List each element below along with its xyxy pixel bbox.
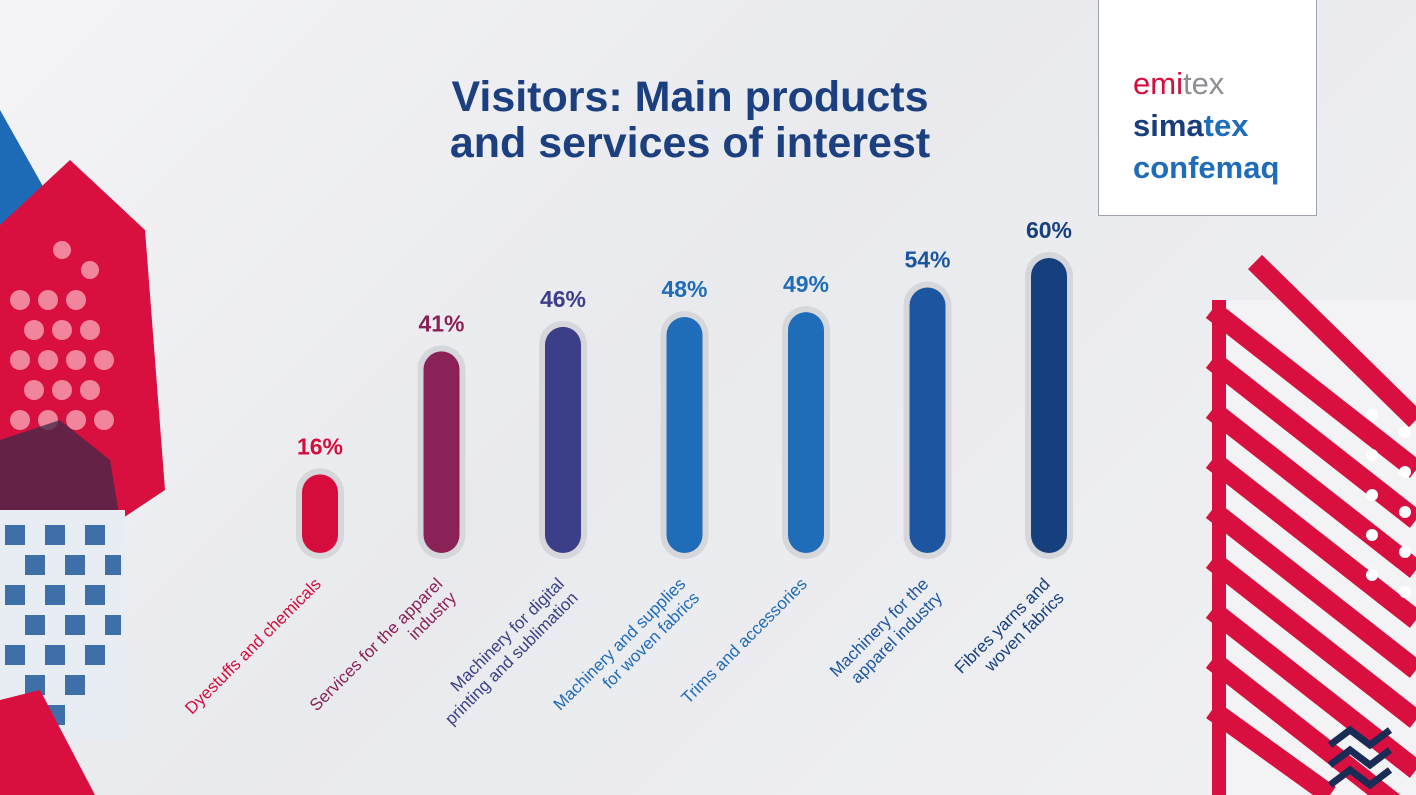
bar	[666, 317, 703, 553]
category-label: Services for the apparelindustry	[306, 574, 461, 729]
bar-value-label: 49%	[783, 271, 829, 297]
category-label: Fibres yarns andwoven fabrics	[951, 574, 1068, 691]
title-line-1: Visitors: Main products	[451, 73, 929, 121]
category-label: Dyestuffs and chemicals	[181, 574, 324, 717]
title-line-2: and services of interest	[449, 119, 931, 167]
bar-value-label: 16%	[297, 433, 343, 459]
bar-value-label: 60%	[1026, 217, 1072, 243]
bar	[788, 312, 824, 553]
bar	[545, 326, 581, 553]
bar	[1031, 258, 1067, 553]
logo-line-simatex: simatex	[1133, 108, 1249, 143]
bar	[909, 287, 946, 553]
logo-line-confemaq: confemaq	[1133, 150, 1280, 185]
category-label: Trims and accessories	[678, 574, 811, 707]
logo-line-emitex: emitex	[1133, 66, 1225, 101]
bar-value-label: 48%	[661, 276, 707, 302]
category-label-line: Machinery for digital	[447, 574, 568, 695]
bar	[302, 474, 338, 553]
bar-value-label: 54%	[904, 247, 950, 273]
category-label: Machinery for theapparel industry	[826, 574, 946, 694]
bar-value-label: 46%	[540, 286, 586, 312]
brand-logo: emitex simatex confemaq	[1098, 0, 1317, 216]
category-label-line: Dyestuffs and chemicals	[181, 574, 324, 717]
bar-value-label: 41%	[418, 310, 464, 336]
category-label-line: Services for the apparel	[306, 574, 446, 714]
page-title: Visitors: Main products and services of …	[380, 74, 1000, 166]
bar	[423, 351, 460, 553]
category-label-line: Trims and accessories	[678, 574, 811, 707]
